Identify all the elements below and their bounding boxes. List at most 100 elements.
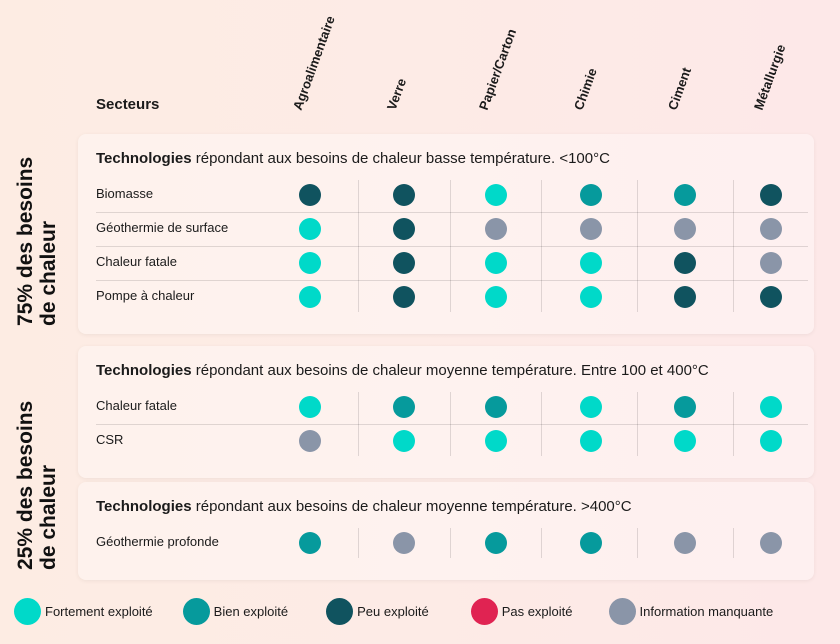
legend: Fortement exploité Bien exploité Peu explo… <box>14 598 773 625</box>
row-label: Pompe à chaleur <box>96 288 195 303</box>
status-dot-bien <box>674 396 696 418</box>
technology-group: Technologies répondant aux besoins de ch… <box>78 346 814 478</box>
column-header-label: Ciment <box>664 65 695 112</box>
legend-label: Pas exploité <box>501 604 573 619</box>
column-divider <box>450 392 451 456</box>
column-divider <box>450 528 451 558</box>
status-dot-bien <box>299 532 321 554</box>
column-divider <box>733 180 734 312</box>
status-dot-na <box>299 430 321 452</box>
row-label: Biomasse <box>96 186 154 201</box>
status-dot-na <box>485 218 507 240</box>
status-dot-fort <box>299 218 321 240</box>
legend-dot-icon <box>326 598 354 625</box>
row-label: Géothermie profonde <box>96 534 219 549</box>
status-dot-fort <box>580 252 602 274</box>
table-row: CSR <box>96 424 808 458</box>
side-label-top: 75% des besoins de chaleur <box>14 156 60 326</box>
legend-item: Bien exploité <box>182 598 289 625</box>
status-dot-bien <box>485 532 507 554</box>
column-divider <box>733 392 734 456</box>
column-header: Chimie <box>571 0 609 118</box>
legend-dot-icon <box>608 598 636 625</box>
status-dot-fort <box>393 430 415 452</box>
status-dot-fort <box>580 430 602 452</box>
status-dot-fort <box>299 252 321 274</box>
status-dot-bien <box>674 184 696 206</box>
status-dot-peu <box>674 286 696 308</box>
column-header-label: Papier/Carton <box>475 26 520 112</box>
column-divider <box>637 180 638 312</box>
group-title: Technologies répondant aux besoins de ch… <box>96 150 610 167</box>
column-header: Métallurgie <box>751 0 789 118</box>
column-divider <box>541 528 542 558</box>
column-divider <box>358 528 359 558</box>
legend-label: Fortement exploité <box>45 604 153 619</box>
column-divider <box>541 180 542 312</box>
row-label: CSR <box>96 432 124 447</box>
legend-item: Peu exploité <box>326 598 429 625</box>
column-divider <box>637 392 638 456</box>
status-dot-fort <box>485 184 507 206</box>
column-header: Papier/Carton <box>476 0 519 118</box>
status-dot-fort <box>674 430 696 452</box>
status-dot-fort <box>580 396 602 418</box>
column-divider <box>733 528 734 558</box>
group-title: Technologies répondant aux besoins de ch… <box>96 498 632 515</box>
group-title: Technologies répondant aux besoins de ch… <box>96 362 709 379</box>
row-label: Géothermie de surface <box>96 220 229 235</box>
status-dot-bien <box>485 396 507 418</box>
column-header-label: Agroalimentaire <box>289 13 338 112</box>
table-row: Biomasse <box>96 178 808 213</box>
status-dot-peu <box>299 184 321 206</box>
status-dot-peu <box>393 184 415 206</box>
status-dot-na <box>760 218 782 240</box>
status-dot-fort <box>485 286 507 308</box>
legend-label: Bien exploité <box>213 604 289 619</box>
row-label: Chaleur fatale <box>96 254 177 269</box>
legend-item: Information manquante <box>608 598 774 625</box>
status-dot-fort <box>580 286 602 308</box>
status-dot-fort <box>299 286 321 308</box>
legend-label: Information manquante <box>639 604 774 619</box>
status-dot-na <box>674 218 696 240</box>
status-dot-na <box>393 532 415 554</box>
table-row: Chaleur fatale <box>96 390 808 425</box>
status-dot-na <box>580 218 602 240</box>
column-header-label: Verre <box>383 76 410 112</box>
legend-dot-icon <box>470 598 498 625</box>
status-dot-peu <box>674 252 696 274</box>
column-header-label: Métallurgie <box>750 42 789 112</box>
status-dot-fort <box>299 396 321 418</box>
column-header-label: Chimie <box>570 66 600 112</box>
row-label: Chaleur fatale <box>96 398 177 413</box>
table-row: Géothermie de surface <box>96 212 808 247</box>
technology-group: Technologies répondant aux besoins de ch… <box>78 134 814 334</box>
column-header: Ciment <box>665 0 703 118</box>
status-dot-na <box>674 532 696 554</box>
status-dot-peu <box>393 286 415 308</box>
table-row: Géothermie profonde <box>96 526 808 560</box>
status-dot-peu <box>760 184 782 206</box>
status-dot-na <box>760 252 782 274</box>
status-dot-bien <box>393 396 415 418</box>
status-dot-fort <box>485 430 507 452</box>
table-row: Pompe à chaleur <box>96 280 808 314</box>
legend-dot-icon <box>14 598 41 625</box>
legend-label: Peu exploité <box>357 604 429 619</box>
status-dot-peu <box>393 252 415 274</box>
status-dot-bien <box>580 184 602 206</box>
column-divider <box>637 528 638 558</box>
column-divider <box>450 180 451 312</box>
legend-item: Fortement exploité <box>14 598 153 625</box>
status-dot-fort <box>760 430 782 452</box>
status-dot-peu <box>393 218 415 240</box>
sectors-label: Secteurs <box>96 96 160 113</box>
column-divider <box>358 392 359 456</box>
technology-group: Technologies répondant aux besoins de ch… <box>78 482 814 580</box>
side-label-bottom: 25% des besoins de chaleur <box>14 400 60 570</box>
status-dot-fort <box>485 252 507 274</box>
legend-dot-icon <box>182 598 210 625</box>
column-divider <box>358 180 359 312</box>
column-header: Agroalimentaire <box>290 0 338 118</box>
